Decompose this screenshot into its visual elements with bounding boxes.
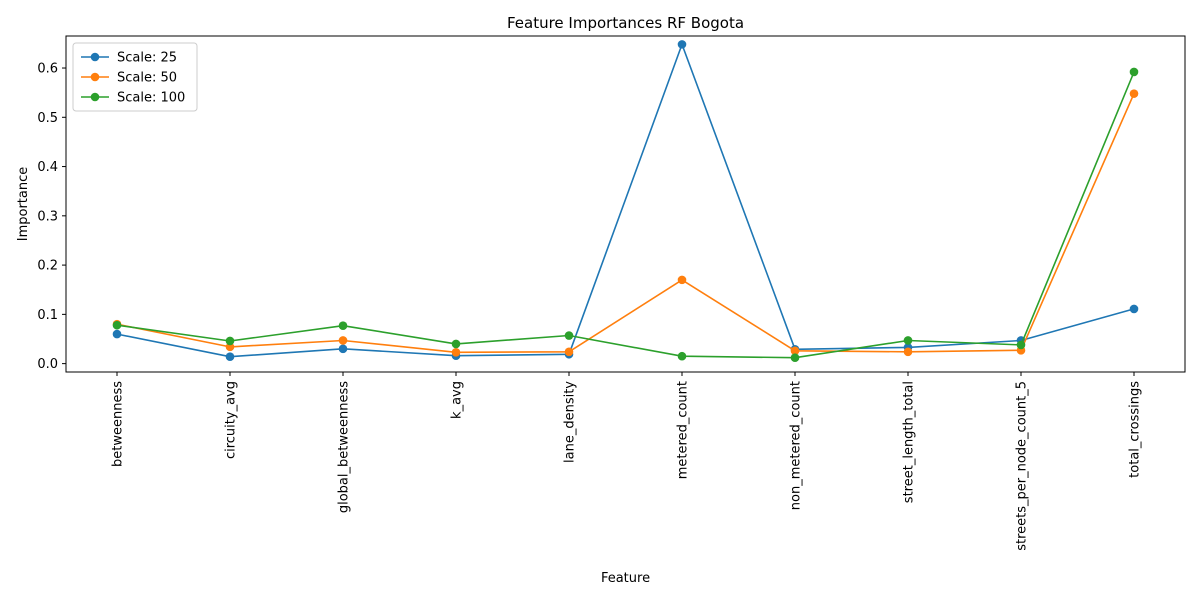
data-point	[790, 353, 800, 363]
legend-box	[72, 42, 198, 112]
data-point	[677, 275, 687, 285]
data-point	[790, 346, 800, 356]
data-point	[677, 351, 687, 361]
legend-label: Scale: 100	[117, 91, 185, 106]
data-point	[451, 347, 461, 357]
x-tick-label: global_betweenness	[337, 381, 352, 513]
data-point	[338, 344, 348, 354]
data-point	[451, 339, 461, 349]
y-tick-label: 0.0	[37, 357, 58, 372]
y-tick-label: 0.3	[37, 209, 58, 224]
x-tick-label: k_avg	[450, 381, 465, 419]
y-tick-label: 0.6	[37, 62, 58, 77]
x-axis: betweenness circuity_avg global_betweennes…	[111, 372, 1143, 551]
plot-area	[112, 40, 1139, 363]
y-axis: 0.0 0.1 0.2 0.3 0.4 0.5 0.6	[37, 62, 66, 372]
chart-title: Feature Importances RF Bogota	[507, 14, 744, 32]
x-tick-label: total_crossings	[1128, 381, 1143, 478]
x-tick-label: circuity_avg	[224, 381, 239, 459]
series-line	[116, 71, 1135, 359]
data-point	[225, 336, 235, 346]
x-tick-label: lane_density	[563, 381, 578, 463]
series-line	[116, 93, 1135, 354]
x-axis-label: Feature	[601, 571, 650, 586]
y-tick-label: 0.1	[37, 308, 58, 323]
data-point	[564, 331, 574, 340]
data-point	[112, 320, 122, 330]
y-tick-label: 0.5	[37, 111, 58, 126]
x-tick-label: betweenness	[111, 381, 126, 467]
data-point	[225, 342, 235, 352]
data-point	[677, 40, 687, 49]
series-3	[112, 67, 1139, 363]
data-point	[903, 336, 913, 345]
y-axis-label: Importance	[16, 167, 31, 242]
legend-label: Scale: 25	[117, 51, 177, 66]
x-tick-label: street_length_total	[902, 381, 917, 503]
axes-frame	[65, 35, 1186, 373]
data-point	[903, 347, 913, 357]
data-point	[338, 336, 348, 345]
legend: Scale: 25 Scale: 50 Scale: 100	[72, 42, 198, 112]
data-point	[1129, 304, 1139, 314]
legend-marker	[90, 72, 100, 82]
y-tick-label: 0.4	[37, 160, 58, 175]
x-tick-label: metered_count	[676, 381, 691, 479]
x-tick-label: streets_per_node_count_5	[1015, 381, 1030, 551]
legend-marker	[90, 52, 100, 62]
data-point	[112, 329, 122, 339]
legend-label: Scale: 50	[117, 71, 177, 86]
data-point	[564, 347, 574, 357]
series-line	[116, 43, 1135, 358]
data-point	[1129, 89, 1139, 98]
data-point	[225, 352, 235, 362]
x-tick-label: non_metered_count	[789, 381, 804, 510]
legend-marker	[90, 92, 100, 102]
data-point	[338, 321, 348, 330]
data-point	[1016, 340, 1026, 350]
data-point	[1129, 67, 1139, 77]
y-tick-label: 0.2	[37, 259, 58, 274]
